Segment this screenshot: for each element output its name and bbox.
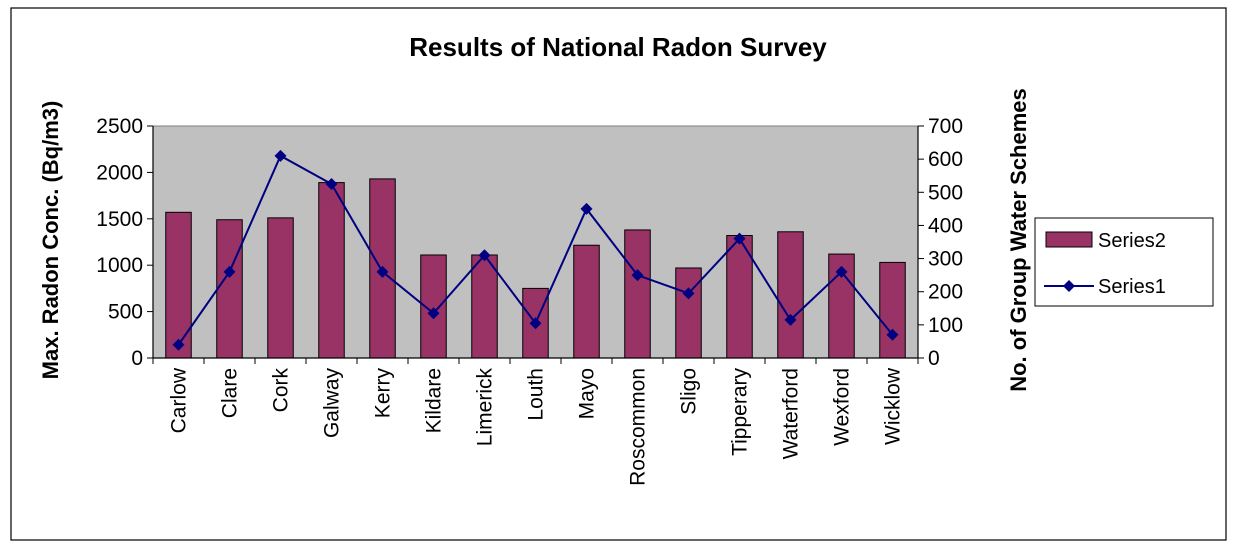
y-axis-label: Max. Radon Conc. (Bq/m3) xyxy=(38,101,63,380)
bar-sligo xyxy=(675,267,702,359)
bar-limerick xyxy=(471,254,498,359)
y-tick-label: 1500 xyxy=(96,208,143,231)
series1-point-carlow xyxy=(172,338,185,351)
bar-galway xyxy=(318,182,345,359)
series1-point-cork xyxy=(274,149,287,162)
x-tick-label: Waterford xyxy=(780,368,803,459)
y-tick-label: 2500 xyxy=(96,115,143,138)
y2-tick-label: 700 xyxy=(928,115,963,138)
line-layer xyxy=(172,149,899,351)
series1-point-roscommon xyxy=(631,269,644,282)
series1-point-galway xyxy=(325,178,338,190)
y2-axis-label: No. of Group Water Schemes xyxy=(1006,88,1031,392)
bar-carlow xyxy=(165,211,192,359)
series1-point-clare xyxy=(223,265,236,278)
legend-label-series2: Series2 xyxy=(1098,230,1166,252)
series1-point-kerry xyxy=(376,265,389,278)
x-tick-label: Sligo xyxy=(678,368,701,415)
y2-tick-label: 400 xyxy=(928,214,963,237)
legend: Series2 Series1 xyxy=(1034,217,1214,307)
series1-point-wexford xyxy=(835,265,848,278)
bar-waterford xyxy=(777,231,804,359)
series1-point-tipperary xyxy=(733,232,746,245)
y2-tick-label: 200 xyxy=(928,281,963,304)
legend-swatch-series2 xyxy=(1045,231,1093,248)
series1-point-louth xyxy=(529,317,542,330)
x-tick-label: Wicklow xyxy=(882,367,905,445)
bars-layer xyxy=(165,178,906,359)
legend-swatch-series1-marker xyxy=(1063,280,1075,292)
x-tick-label: Kildare xyxy=(423,368,446,433)
y-tick-label: 500 xyxy=(108,301,143,324)
series1-point-wicklow xyxy=(886,328,899,341)
y2-tick-label: 600 xyxy=(928,148,963,171)
chart-title: Results of National Radon Survey xyxy=(409,32,827,62)
x-tick-label: Wexford xyxy=(831,368,854,446)
y-tick-label: 2000 xyxy=(96,161,143,184)
bar-cork xyxy=(267,217,294,359)
bar-roscommon xyxy=(624,229,651,359)
x-tick-label: Limerick xyxy=(474,368,497,447)
y2-tick-label: 300 xyxy=(928,248,963,271)
y2-tick-label: 100 xyxy=(928,314,963,337)
y2-tick-label: 500 xyxy=(928,181,963,204)
series1-point-sligo xyxy=(682,287,695,300)
x-tick-label: Galway xyxy=(321,368,344,439)
series1-point-limerick xyxy=(478,249,491,262)
x-tick-label: Louth xyxy=(525,368,548,421)
y2-tick-label: 0 xyxy=(928,347,940,370)
x-tick-label: Roscommon xyxy=(627,368,650,486)
x-tick-label: Kerry xyxy=(372,368,395,419)
series1-point-waterford xyxy=(784,313,797,326)
bar-wicklow xyxy=(879,261,906,359)
x-tick-label: Carlow xyxy=(168,367,191,433)
series1-point-kildare xyxy=(427,307,440,320)
bar-mayo xyxy=(573,244,600,359)
x-tick-label: Mayo xyxy=(576,368,599,419)
x-tick-label: Cork xyxy=(270,368,293,413)
axes-layer: 0 500 1000 1500 2000 2500 0 100 200 300 400 500 600 7… xyxy=(96,115,963,486)
bar-clare xyxy=(216,219,243,359)
x-tick-label: Clare xyxy=(219,368,242,418)
series1-point-mayo xyxy=(580,202,593,215)
legend-label-series1: Series1 xyxy=(1098,276,1166,298)
y-tick-label: 0 xyxy=(131,347,143,370)
x-tick-label: Tipperary xyxy=(729,368,752,456)
y-tick-label: 1000 xyxy=(96,254,143,277)
